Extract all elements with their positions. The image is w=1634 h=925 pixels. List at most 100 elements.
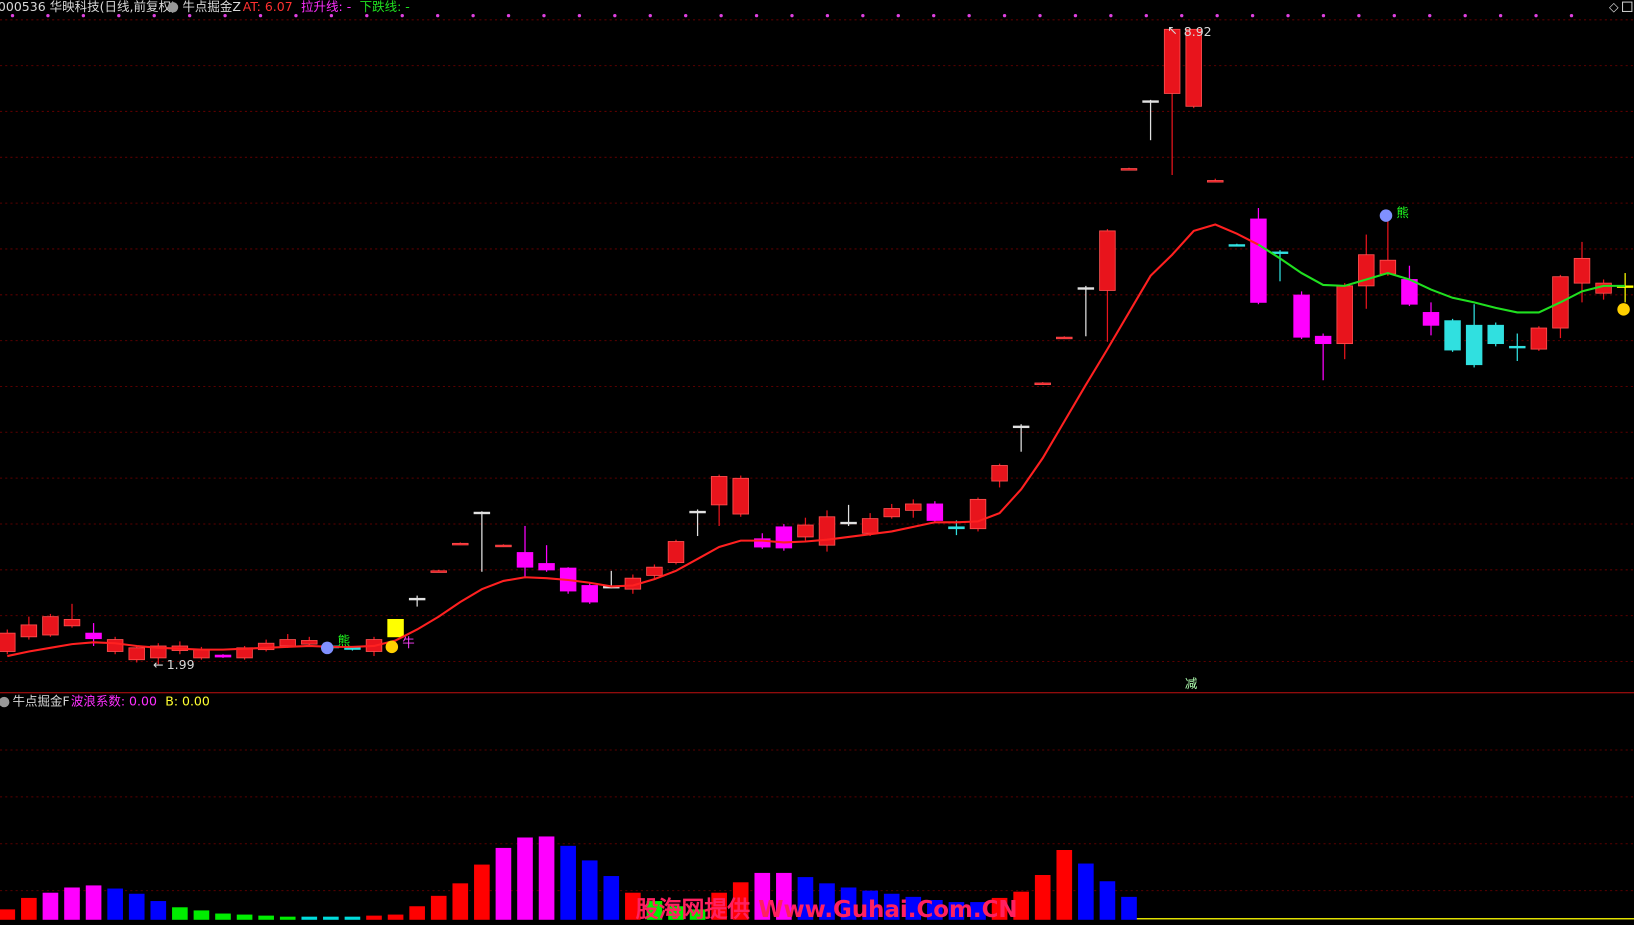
marker-dot <box>152 13 156 18</box>
indicator-icon[interactable] <box>0 696 10 708</box>
candle-body <box>301 640 318 645</box>
indicator-bar <box>258 915 274 920</box>
bear-label: 熊 <box>1396 205 1409 220</box>
marker-dot <box>1215 13 1219 18</box>
marker-dot <box>648 13 652 18</box>
candle-body <box>818 516 836 546</box>
indicator-bar <box>1099 881 1116 920</box>
candle-body <box>969 498 987 530</box>
candle-body <box>754 538 771 548</box>
indicator-bar <box>991 897 1008 920</box>
candle-body <box>106 639 124 652</box>
candle-body <box>1250 218 1267 303</box>
candle-body <box>1401 279 1418 305</box>
marker-dot <box>1357 13 1361 18</box>
indicator-bar <box>711 892 727 920</box>
marker-dot <box>471 13 475 18</box>
marker-dot <box>1569 13 1574 18</box>
candle-body <box>85 632 102 640</box>
indicator-bar <box>387 914 404 920</box>
candle-body <box>1509 345 1526 349</box>
indicator-bar <box>193 910 210 920</box>
marker-dot <box>790 13 794 18</box>
marker-dot <box>1073 13 1078 18</box>
readouts: AT: 6.07 拉升线: - 下跌线: - <box>243 0 410 14</box>
toolbar-icon[interactable]: ◇ <box>1609 0 1619 14</box>
candle-body <box>1314 335 1332 345</box>
indicator-bar <box>64 887 80 920</box>
indicator-bar <box>883 893 900 920</box>
candle-body <box>214 654 232 658</box>
toolbar-icon[interactable] <box>1622 1 1633 12</box>
indicator-name: 牛点掘金Z <box>182 0 241 14</box>
indicator-bar <box>927 900 943 920</box>
candle-body <box>797 524 814 538</box>
marker-dot <box>1144 13 1148 18</box>
marker-dot <box>365 13 369 18</box>
marker-dot <box>577 13 582 18</box>
indicator-icon[interactable] <box>167 2 179 13</box>
candle-body <box>1271 251 1289 254</box>
candle-body <box>387 618 404 638</box>
indicator-bar <box>646 901 663 920</box>
candle-body <box>1465 324 1483 366</box>
candle-body <box>495 544 512 548</box>
indicator-bar <box>1056 850 1073 920</box>
readout: 波浪系数: 0.00 <box>71 694 157 709</box>
indicator-bar <box>1034 875 1051 920</box>
marker-dot <box>1428 13 1432 18</box>
candle-body <box>473 511 491 515</box>
candle-body <box>926 503 944 521</box>
candle-body <box>1163 28 1181 94</box>
bull-label: 牛 <box>402 635 415 650</box>
indicator-bar <box>21 897 37 920</box>
bear-icon <box>320 641 334 655</box>
readout: 拉升线: - <box>301 0 351 14</box>
candle-body <box>193 649 210 659</box>
indicator-bar <box>107 888 123 920</box>
marker-dot <box>223 13 227 18</box>
candle-body <box>0 632 16 652</box>
indicator-bar <box>452 883 469 920</box>
watermark: 股海网提供 Www.Guhai.Com.CN <box>636 896 1018 923</box>
candle-body <box>1336 285 1353 345</box>
candle-body <box>128 647 145 661</box>
candle-body <box>861 518 879 534</box>
marker-dot <box>506 13 511 18</box>
indicator-bar <box>301 916 318 920</box>
indicator-bar <box>905 896 922 920</box>
marker-dot <box>1498 13 1503 18</box>
indicator-bar <box>128 893 145 920</box>
candle-body <box>1185 28 1202 107</box>
bull-icon <box>385 640 399 654</box>
candle-body <box>1379 259 1397 275</box>
stock-title: 000536 华映科技(日线,前复权) <box>0 0 176 14</box>
marker-dot <box>81 13 86 18</box>
high-label: 8.92 <box>1184 24 1212 39</box>
marker-dot <box>932 13 936 18</box>
indicator-name: 牛点掘金F <box>13 694 70 709</box>
indicator-bar <box>732 882 749 920</box>
candle-body <box>1444 320 1461 351</box>
indicator-bar <box>366 915 382 920</box>
arrow: ← <box>153 657 163 672</box>
indicator-bar <box>215 913 231 920</box>
candle-body <box>991 465 1008 482</box>
candle-body <box>948 526 965 530</box>
low-label: 1.99 <box>167 657 195 672</box>
grid <box>0 13 1634 892</box>
marker-dot <box>258 13 263 18</box>
candle-body <box>279 639 296 647</box>
marker-dot <box>1392 13 1396 18</box>
candle-body <box>1573 257 1591 284</box>
marker-dot <box>542 13 546 18</box>
candle-body <box>408 597 426 601</box>
candle-body <box>63 618 81 627</box>
candle-body <box>1056 336 1073 340</box>
trend-line <box>7 223 1259 658</box>
marker-dot <box>896 13 900 18</box>
marker-dot <box>1534 13 1538 18</box>
marker-dot <box>1038 13 1042 18</box>
